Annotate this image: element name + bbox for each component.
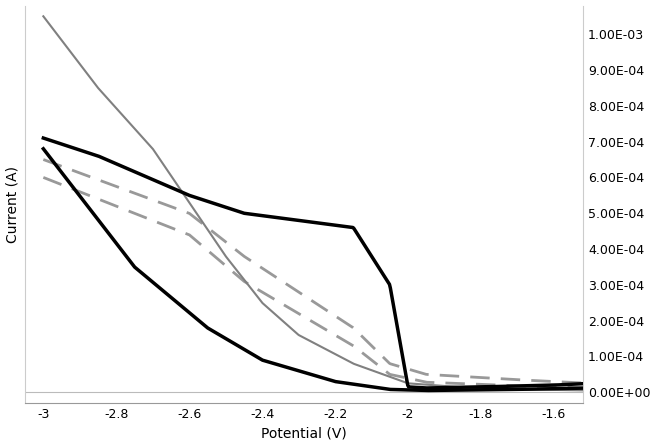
X-axis label: Potential (V): Potential (V) (261, 426, 347, 441)
Y-axis label: Current (A): Current (A) (5, 166, 20, 243)
